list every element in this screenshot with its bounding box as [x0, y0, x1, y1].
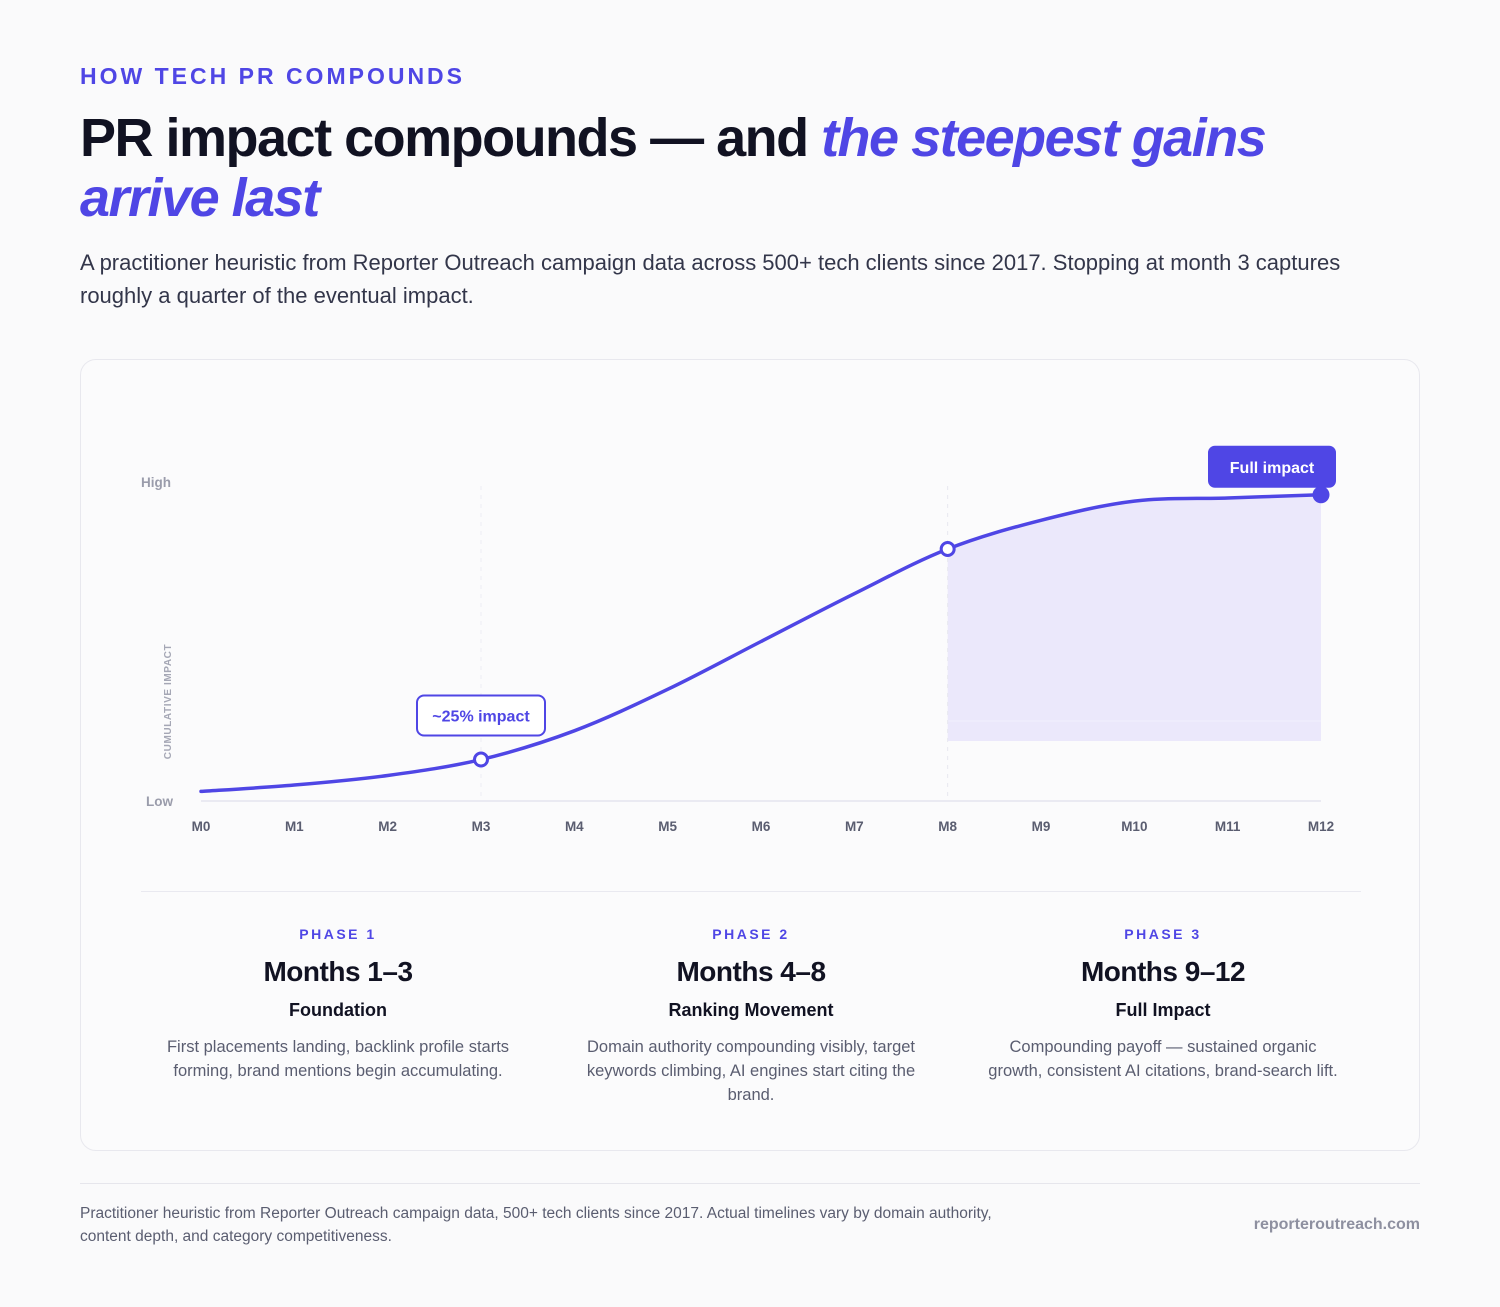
phase-description: Compounding payoff — sustained organic g…: [988, 1038, 1338, 1080]
headline-accent: the steepest gains arrive last: [80, 108, 1267, 228]
annotation-box-full-impact: [1208, 445, 1336, 488]
phase-description: First placements landing, backlink profi…: [166, 1038, 510, 1080]
annotation-box-quarter-impact: [416, 694, 546, 737]
phase-label: PHASE 3: [1124, 926, 1202, 942]
x-tick-label: M5: [658, 819, 677, 834]
footnote: Practitioner heuristic from Reporter Out…: [80, 1205, 992, 1245]
phase-months: Months 9–12: [1080, 956, 1246, 987]
point-marker-m12: [1312, 486, 1330, 504]
phase-months: Months 1–3: [263, 956, 413, 987]
x-tick-label: M4: [565, 819, 584, 834]
chart-divider: [141, 891, 1361, 892]
x-tick-label: M9: [1032, 819, 1051, 834]
full-impact-shaded-area: [947, 494, 1321, 741]
site-url: reporteroutreach.com: [1253, 1216, 1420, 1233]
phase-3: PHASE 3 Months 9–12 Full Impact Compound…: [983, 926, 1343, 1083]
phase-description: Domain authority compounding visibly, ta…: [586, 1038, 916, 1104]
chart-card: M0 M1 M2 M3 M4 M5 M6 M7 M8 M9 M10 M11 M12 High Low CUMU…: [80, 359, 1420, 1151]
annotation-label-quarter-impact: ~25% impact: [432, 709, 530, 726]
impact-chart: M0 M1 M2 M3 M4 M5 M6 M7 M8 M9 M10 M11 M12 High Low CUMU…: [141, 445, 1336, 834]
x-tick-label: M6: [752, 819, 771, 834]
phase-name: Foundation: [289, 1000, 387, 1020]
phase-1: PHASE 1 Months 1–3 Foundation First plac…: [158, 926, 518, 1083]
headline: PR impact compounds — and the steepest g…: [80, 108, 1380, 228]
point-marker-m3: [473, 751, 489, 768]
x-tick-label: M7: [845, 819, 864, 834]
phase-months: Months 4–8: [676, 956, 826, 987]
x-tick-label: M3: [472, 819, 491, 834]
x-tick-label: M12: [1308, 819, 1334, 834]
subtitle: A practitioner heuristic from Reporter O…: [80, 250, 1341, 308]
x-tick-label: M2: [378, 819, 397, 834]
impact-series-line: [199, 493, 1323, 794]
phase-2: PHASE 2 Months 4–8 Ranking Movement Doma…: [571, 926, 931, 1107]
x-tick-label: M11: [1215, 819, 1241, 834]
phase-name: Full Impact: [1115, 1000, 1211, 1020]
y-tick-label-high: High: [141, 475, 171, 490]
x-tick-label: M8: [938, 819, 957, 834]
point-marker-m8: [939, 540, 956, 557]
x-tick-label: M10: [1121, 819, 1147, 834]
x-tick-label: M1: [285, 819, 304, 834]
eyebrow: HOW TECH PR COMPOUNDS: [80, 63, 465, 89]
footer-divider: [80, 1183, 1420, 1184]
phase-name: Ranking Movement: [668, 1000, 834, 1020]
y-axis-label: CUMULATIVE IMPACT: [163, 644, 174, 759]
phase-label: PHASE 2: [712, 926, 790, 942]
headline-plain: PR impact compounds — and: [80, 108, 822, 168]
y-tick-label-low: Low: [146, 794, 173, 809]
annotation-label-full-impact: Full impact: [1230, 460, 1315, 477]
phase-label: PHASE 1: [299, 926, 377, 942]
x-tick-label: M0: [192, 819, 211, 834]
